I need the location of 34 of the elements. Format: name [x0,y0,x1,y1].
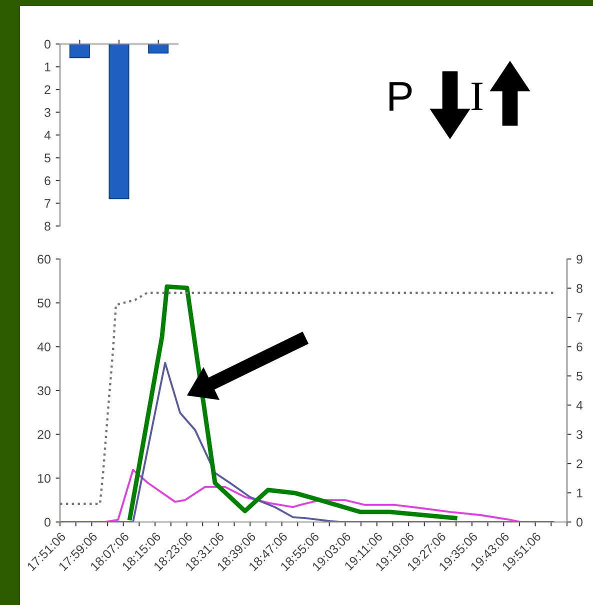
y-tick-label: 30 [38,386,50,396]
bar [69,44,90,58]
y2-tick-label: 9 [576,254,582,264]
y-tick-label: 10 [38,474,50,483]
y2-tick-label: 0 [576,518,582,527]
text: P [390,82,412,111]
y-tick-label: 4 [44,130,51,140]
bar [108,44,130,200]
y2-tick-label: 2 [576,459,582,468]
y-tick-label: 5 [44,154,50,162]
y-tick-label: 50 [38,298,50,308]
y-tick-label: 1 [44,62,50,72]
y2-tick-label: 3 [576,430,582,439]
y-tick-label: 2 [44,85,50,94]
y-tick-label: 40 [37,342,50,352]
line-series [128,284,458,520]
y2-tick-label: 8 [576,284,582,293]
y2-tick-label: 4 [576,401,583,410]
y-tick-label: 20 [38,430,50,439]
y-tick-label: 0 [44,518,50,527]
y-tick-label: 60 [38,254,50,264]
y-tick-label: 8 [44,222,50,231]
y2-tick-label: 6 [576,342,582,352]
y2-tick-label: 7 [576,313,582,322]
y2-tick-label: 5 [576,372,582,381]
y-tick-label: 6 [44,176,50,186]
y-tick-label: 0 [44,40,50,49]
line-series [60,362,554,522]
bar [148,44,169,54]
y2-tick-label: 1 [576,488,582,498]
y-tick-label: 7 [44,199,50,208]
text: I [472,82,482,110]
line-series [60,292,554,505]
y-tick-label: 3 [44,108,50,117]
